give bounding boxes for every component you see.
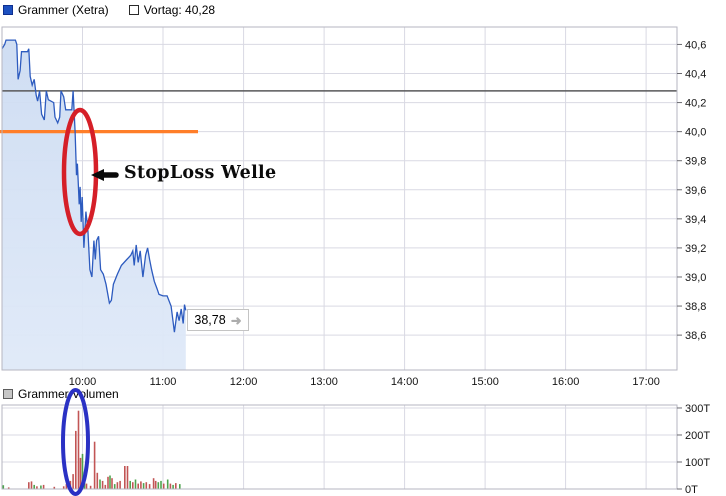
time-tick-label: 10:00 <box>69 376 97 388</box>
volume-tick-label: 300T <box>685 403 710 415</box>
time-tick-label: 11:00 <box>150 376 177 388</box>
price-tick-label: 40,0 <box>685 127 706 139</box>
volume-plot-border <box>1 404 678 490</box>
volume-chart-title: Grammer Volumen <box>18 387 119 401</box>
right-arrow-icon: ➜ <box>230 312 242 328</box>
price-tick-label: 39,8 <box>685 156 706 168</box>
price-tick-label: 39,2 <box>685 243 706 255</box>
volume-chart-legend: Grammer Volumen <box>3 387 119 401</box>
price-chart-legend: Grammer (Xetra) Vortag: 40,28 <box>3 3 215 17</box>
volume-tick-label: 0T <box>685 484 698 496</box>
time-tick-label: 12:00 <box>230 376 258 388</box>
price-tick-label: 38,6 <box>685 330 706 342</box>
price-plot-border <box>1 26 678 371</box>
price-chart-title: Grammer (Xetra) <box>18 3 109 17</box>
plot-layer: 40,6 40,4 40,2 40,0 39,8 39,6 39,4 39,2 39,0 38,8… <box>0 26 710 496</box>
stoploss-red-ellipse-icon <box>61 107 99 237</box>
volume-spike-blue-ellipse-icon <box>61 388 90 496</box>
price-tick-label: 39,6 <box>685 185 706 197</box>
volume-checkbox-icon[interactable] <box>3 389 13 399</box>
stoploss-annotation: StopLoss Welle <box>124 163 277 183</box>
vortag-label: Vortag: 40,28 <box>143 3 216 17</box>
volume-tick-label: 100T <box>685 457 710 469</box>
volume-tick-label: 200T <box>685 430 710 442</box>
stoploss-arrow-icon <box>91 169 119 181</box>
price-tick-label: 38,8 <box>685 301 706 313</box>
series-checkbox-icon[interactable] <box>3 5 13 15</box>
price-line <box>1 39 187 333</box>
annotation-layer <box>61 107 119 496</box>
price-tick-label: 40,6 <box>685 39 706 51</box>
last-price-flag: 38,78 ➜ <box>187 309 249 331</box>
time-tick-label: 17:00 <box>632 376 660 388</box>
time-tick-label: 13:00 <box>310 376 338 388</box>
time-tick-label: 15:00 <box>471 376 499 388</box>
time-tick-label: 14:00 <box>391 376 419 388</box>
price-area-fill <box>2 40 186 370</box>
last-price-value: 38,78 <box>194 313 226 327</box>
price-tick-label: 39,4 <box>685 214 706 226</box>
time-tick-label: 16:00 <box>552 376 580 388</box>
price-tick-label: 40,2 <box>685 98 706 110</box>
vortag-checkbox-icon[interactable] <box>128 5 139 15</box>
price-tick-label: 39,0 <box>685 272 706 284</box>
price-tick-label: 40,4 <box>685 69 706 81</box>
